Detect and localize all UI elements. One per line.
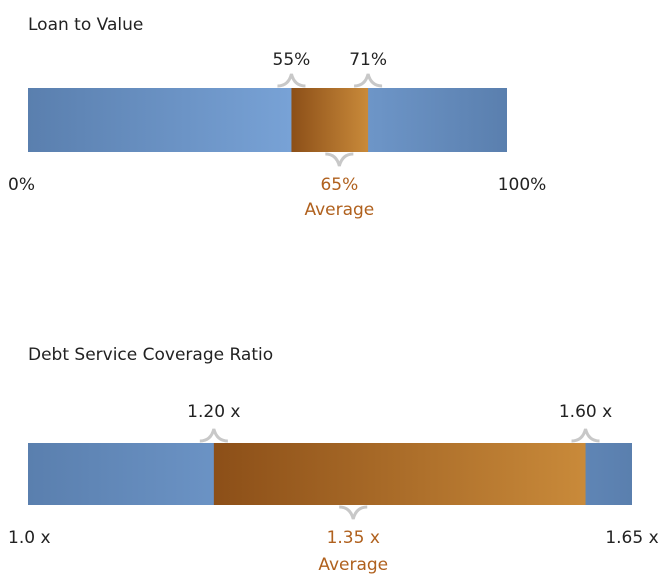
average-label: 65% [320,175,358,195]
x-tick-label: 1.65 x [605,528,658,548]
average-text: Average [318,555,388,575]
range-bar [291,88,369,152]
range-label: 55% [273,50,311,70]
range-label: 1.60 x [559,402,612,422]
average-bracket [325,152,354,167]
track-bar [28,88,507,152]
chart-title: Loan to Value [28,15,143,35]
range-label: 1.20 x [187,402,240,422]
x-tick-label: 100% [498,175,547,195]
range-bracket [199,428,228,443]
range-bracket [571,428,600,443]
average-bracket [339,505,368,520]
chart-title: Debt Service Coverage Ratio [28,345,273,365]
x-tick-label: 1.0 x [8,528,51,548]
range-label: 71% [349,50,387,70]
range-bracket [354,73,383,88]
x-tick-label: 0% [8,175,35,195]
range-bracket [277,73,306,88]
average-text: Average [304,200,374,220]
range-bar [213,443,586,505]
average-label: 1.35 x [327,528,380,548]
